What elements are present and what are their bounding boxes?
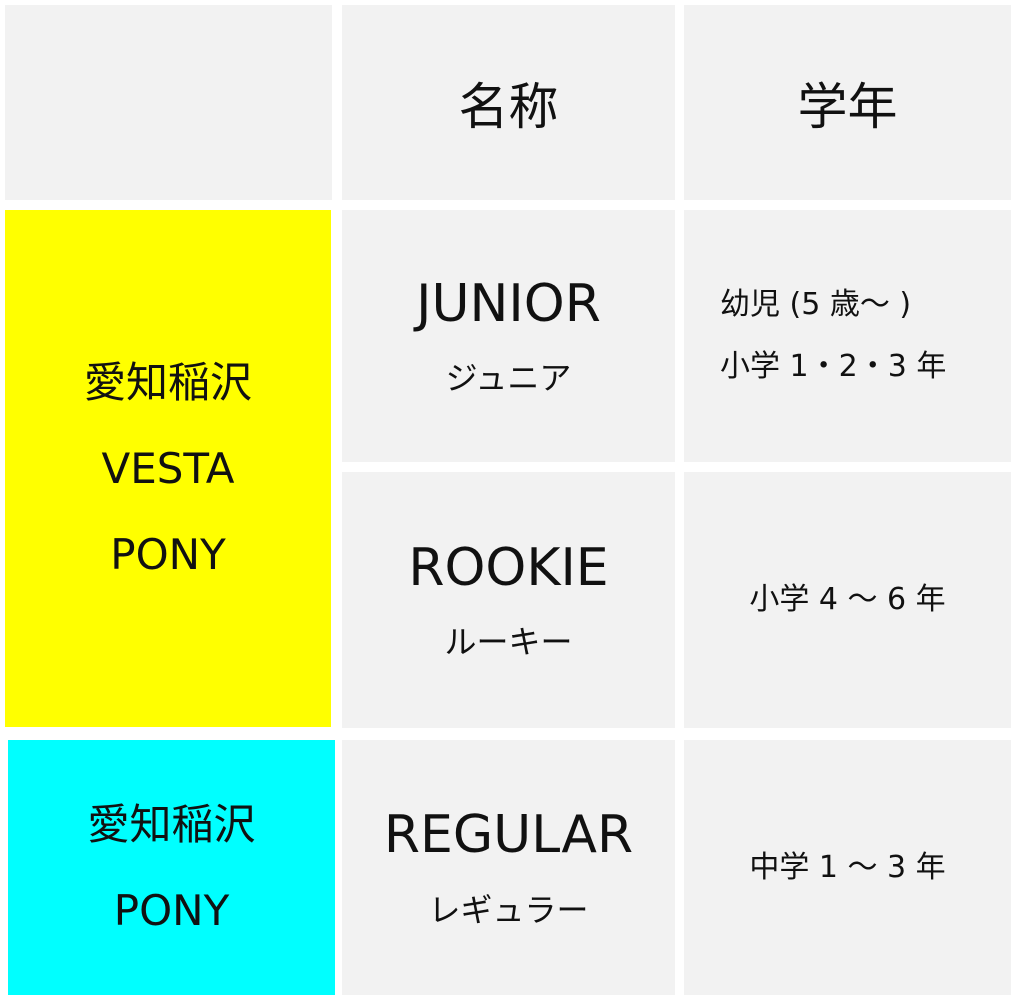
group-line: PONY xyxy=(110,529,226,579)
group-line: 愛知稲沢 xyxy=(83,357,252,407)
name-en: REGULAR xyxy=(383,805,634,866)
name-en: JUNIOR xyxy=(416,273,601,334)
name-cell-rookie: ROOKIE ルーキー xyxy=(342,472,675,728)
grade-line: 小学 1・2・3 年 xyxy=(720,349,947,384)
name-jp: ジュニア xyxy=(445,359,572,398)
header-empty-cell xyxy=(5,5,332,200)
grade-line: 中学 1 ～ 3 年 xyxy=(749,849,946,885)
group-line: PONY xyxy=(113,885,230,935)
name-jp: レギュラー xyxy=(428,890,589,929)
name-cell-regular: REGULAR レギュラー xyxy=(342,740,675,995)
grade-cell-regular: 中学 1 ～ 3 年 xyxy=(684,740,1011,995)
header-grade: 学年 xyxy=(684,5,1011,200)
name-jp: ルーキー xyxy=(444,623,573,662)
group-line: VESTA xyxy=(101,443,235,493)
grade-line: 幼児 (5 歳～ ) xyxy=(720,287,912,322)
name-cell-junior: JUNIOR ジュニア xyxy=(342,210,675,462)
header-name: 名称 xyxy=(342,5,675,200)
group-line: 愛知稲沢 xyxy=(87,799,256,849)
grade-cell-junior: 幼児 (5 歳～ ) 小学 1・2・3 年 xyxy=(684,210,1011,462)
group-vesta-pony: 愛知稲沢 VESTA PONY xyxy=(5,210,331,727)
name-en: ROOKIE xyxy=(408,537,609,598)
grade-cell-rookie: 小学 4 ～ 6 年 xyxy=(684,472,1011,728)
group-pony: 愛知稲沢 PONY xyxy=(8,740,335,995)
grade-line: 小学 4 ～ 6 年 xyxy=(749,582,946,617)
